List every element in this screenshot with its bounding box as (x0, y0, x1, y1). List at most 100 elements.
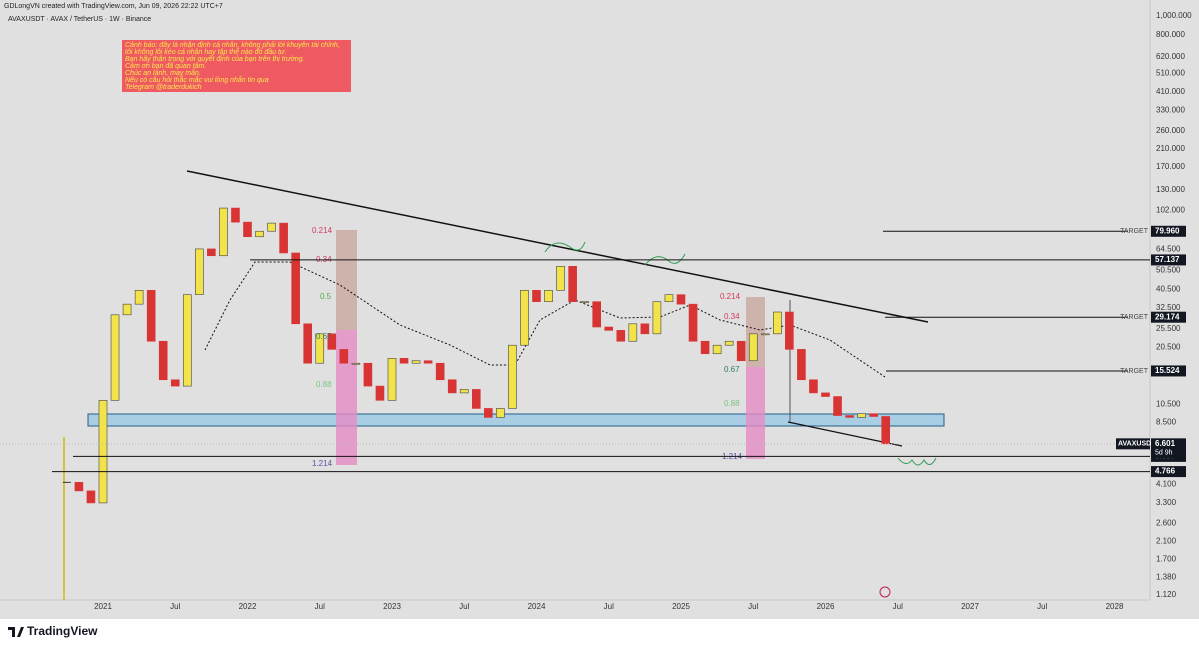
candle (375, 385, 385, 401)
candle (435, 362, 445, 381)
candle (471, 389, 481, 409)
y-tick-label: 1,000.000 (1156, 11, 1192, 20)
level-name: TARGET (1120, 368, 1149, 375)
y-tick-label: 102.000 (1156, 206, 1185, 215)
price-tag (1151, 466, 1186, 478)
y-tick-label: 260.000 (1156, 126, 1185, 135)
candle (207, 248, 216, 257)
fib-label: 0.34 (724, 312, 740, 321)
candle (231, 207, 240, 223)
candle (724, 340, 734, 346)
fib-label: 1.214 (312, 459, 333, 468)
candle (568, 266, 577, 302)
candle (712, 344, 722, 355)
candle (110, 314, 120, 401)
y-tick-label: 170.000 (1156, 162, 1185, 171)
x-tick-label: 2028 (1106, 602, 1124, 611)
x-tick-label: Jul (893, 602, 903, 611)
candle (833, 396, 842, 416)
support-zone (87, 413, 945, 427)
y-tick-label: 2.600 (1156, 518, 1177, 527)
x-tick-label: Jul (170, 602, 180, 611)
candle (182, 294, 192, 387)
candle (86, 490, 96, 504)
attribution: GDLongVN created with TradingView.com, J… (4, 3, 223, 10)
y-tick-label: 8.500 (1156, 417, 1177, 426)
last-price-tag (1151, 438, 1186, 459)
y-tick-label: 1.700 (1156, 555, 1177, 564)
candle (688, 303, 698, 342)
candle (351, 362, 361, 365)
note-line: Chúc an lành, may mắn. (125, 68, 201, 77)
last-price-label: 6.601 (1155, 439, 1176, 448)
fib-label: 0.5 (320, 292, 332, 301)
candle (760, 333, 770, 336)
y-tick-label: 40.500 (1156, 284, 1181, 293)
y-tick-label: 800.000 (1156, 30, 1185, 39)
candle (387, 358, 397, 401)
candle (700, 340, 710, 355)
logo-icon (8, 627, 24, 637)
symbol-tag (1116, 438, 1150, 450)
symbol-tag-label: AVAXUSDT (1118, 441, 1156, 448)
candle (773, 311, 782, 335)
note-line: Bạn hãy thận trọng với quyết định của bạ… (125, 55, 305, 63)
candle (399, 358, 409, 364)
candle (279, 222, 288, 254)
level-name: TARGET (1120, 228, 1149, 235)
moving-average (204, 261, 886, 378)
candle (158, 340, 168, 381)
symbol-info: AVAXUSDT · AVAX / TetherUS · 1W · Binanc… (8, 16, 151, 23)
y-tick-label: 330.000 (1156, 106, 1185, 115)
x-tick-label: Jul (1037, 602, 1047, 611)
y-tick-label: 410.000 (1156, 87, 1185, 96)
candle (459, 389, 469, 394)
candle (580, 301, 589, 303)
candle (881, 416, 891, 445)
x-tick-label: 2025 (672, 602, 690, 611)
candle (411, 360, 421, 364)
y-tick-label: 25.500 (1156, 324, 1181, 333)
y-tick-label: 64.500 (1156, 245, 1181, 254)
price-tag (1151, 311, 1186, 323)
candle (821, 392, 830, 397)
price-tag-label: 4.766 (1155, 467, 1176, 476)
logo-text: TradingView (27, 624, 98, 638)
candle (134, 290, 144, 305)
x-tick-label: 2027 (961, 602, 979, 611)
x-tick-label: Jul (604, 602, 614, 611)
candle (845, 415, 854, 418)
candle (74, 482, 84, 492)
candle (339, 349, 349, 364)
candle (869, 413, 878, 417)
candle (520, 290, 529, 346)
candle (496, 408, 505, 418)
x-tick-label: 2021 (94, 602, 112, 611)
y-tick-label: 10.500 (1156, 399, 1181, 408)
y-tick-label: 4.100 (1156, 480, 1177, 489)
price-tag-label: 29.174 (1155, 312, 1180, 321)
price-tag (1151, 254, 1186, 266)
price-tag-label: 15.524 (1155, 366, 1180, 375)
x-tick-label: Jul (459, 602, 469, 611)
candle (785, 311, 794, 350)
candle (303, 323, 313, 364)
price-tag-label: 57.137 (1155, 255, 1180, 264)
note-line: Cảnh báo: đây là nhận định cá nhân, khôn… (125, 41, 340, 49)
note-line: Nếu có câu hỏi thắc mắc vui lòng nhắn ti… (125, 75, 269, 84)
x-tick-label: 2023 (383, 602, 401, 611)
fib-zone (746, 367, 765, 459)
fib-label: 0.214 (312, 226, 333, 235)
event-icon (879, 586, 891, 598)
countdown: 5d 9h (1155, 450, 1173, 457)
footer-bar (0, 619, 1199, 646)
candle (556, 266, 565, 291)
y-tick-label: 130.000 (1156, 185, 1185, 194)
candle (604, 326, 614, 331)
x-tick-label: 2026 (817, 602, 835, 611)
y-tick-label: 620.000 (1156, 52, 1185, 61)
candle (195, 248, 204, 295)
candle (243, 221, 252, 238)
y-tick-label: 1.120 (1156, 590, 1177, 599)
